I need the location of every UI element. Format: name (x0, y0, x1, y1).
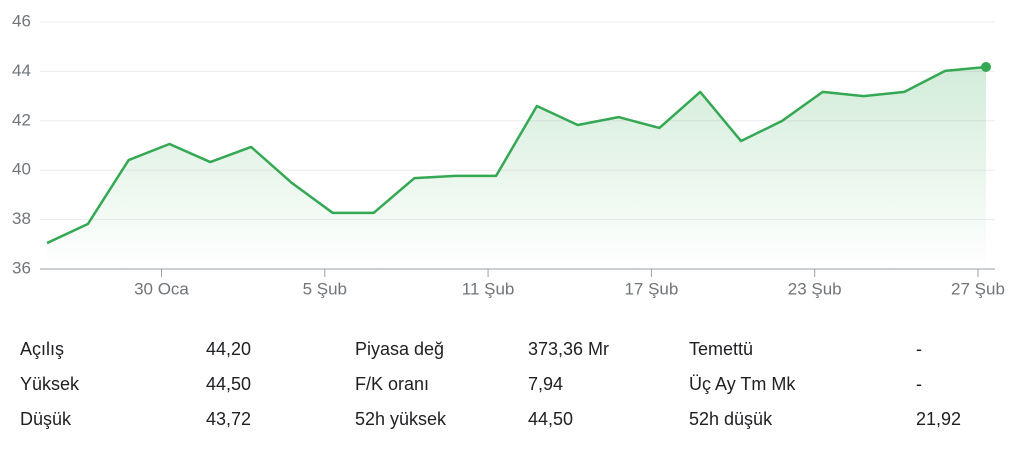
stat-value: 44,50 (528, 409, 573, 429)
y-tick-label: 38 (12, 209, 31, 228)
stat-value: - (916, 339, 922, 359)
x-tick-label: 27 Şub (951, 279, 1005, 298)
stat-value: 7,94 (528, 374, 563, 394)
x-tick-label: 23 Şub (788, 279, 842, 298)
x-tick-label: 5 Şub (303, 279, 347, 298)
y-tick-label: 42 (12, 110, 31, 129)
x-tick-label: 17 Şub (624, 279, 678, 298)
x-tick-label: 30 Oca (134, 279, 189, 298)
stat-value: 373,36 Mr (528, 339, 609, 359)
stat-value: 44,20 (206, 339, 251, 359)
stat-label: Temettü (689, 339, 753, 359)
y-tick-label: 40 (12, 160, 31, 179)
y-tick-label: 44 (12, 61, 31, 80)
stat-value: 44,50 (206, 374, 251, 394)
stat-label: Düşük (20, 409, 72, 429)
stat-label: Piyasa değ (355, 339, 444, 359)
stat-value: - (916, 374, 922, 394)
x-tick-label: 11 Şub (462, 279, 515, 298)
stat-label: F/K oranı (355, 374, 429, 394)
stat-value: 43,72 (206, 409, 251, 429)
area (47, 66, 986, 269)
y-tick-label: 36 (12, 258, 31, 277)
stat-label: 52h yüksek (355, 409, 447, 429)
stat-value: 21,92 (916, 409, 961, 429)
end-point (981, 61, 991, 72)
stat-label: Açılış (20, 339, 64, 359)
price-line (46, 65, 987, 245)
stat-label: 52h düşük (689, 409, 773, 429)
stat-label: Üç Ay Tm Mk (689, 374, 796, 394)
stat-label: Yüksek (20, 374, 80, 394)
y-tick-label: 46 (12, 11, 31, 30)
